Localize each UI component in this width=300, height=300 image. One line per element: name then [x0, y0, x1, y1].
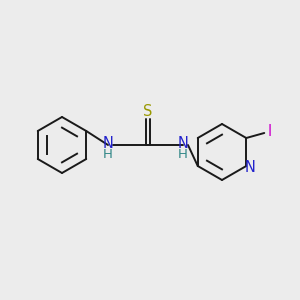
Text: H: H — [103, 148, 113, 160]
Text: N: N — [178, 136, 188, 151]
Text: H: H — [178, 148, 188, 160]
Text: S: S — [143, 104, 153, 119]
Text: I: I — [268, 124, 272, 140]
Text: N: N — [245, 160, 256, 175]
Text: N: N — [103, 136, 113, 151]
